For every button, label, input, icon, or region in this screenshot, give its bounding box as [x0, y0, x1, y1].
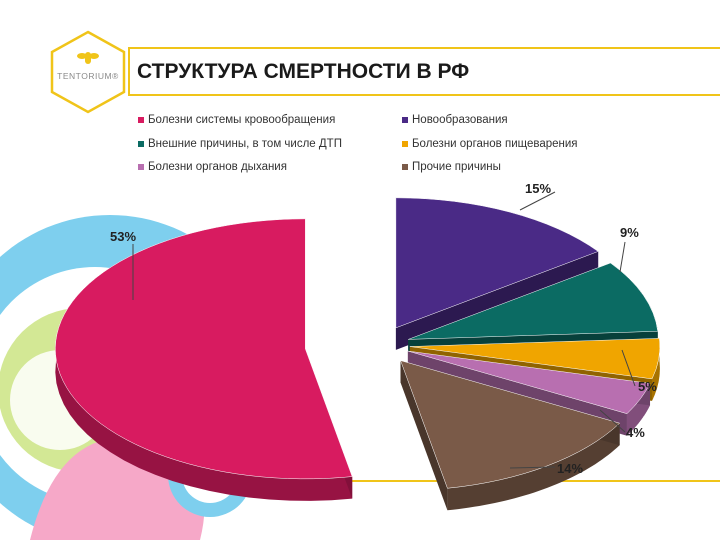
- data-label-neoplasms: 15%: [525, 181, 552, 196]
- slice-other-side: [447, 423, 620, 511]
- leader-line: [519, 191, 556, 211]
- data-label-digestive: 5%: [638, 379, 657, 394]
- legend-swatch: [138, 117, 144, 123]
- legend-swatch: [138, 164, 144, 170]
- leader-line: [509, 466, 556, 469]
- header-rule-left: [128, 47, 130, 96]
- legend-item: Прочие причины: [402, 161, 501, 173]
- tentorium-logo: [50, 30, 126, 114]
- slice-circulatory: [55, 218, 353, 501]
- slice-neoplasms-top: [395, 197, 599, 329]
- legend-swatch: [138, 141, 144, 147]
- legend-label: Новообразования: [412, 114, 508, 126]
- legend-item: Болезни органов дыхания: [138, 161, 287, 173]
- logo-text: TENTORIUM®: [57, 71, 119, 81]
- header-rule-bottom: [128, 94, 720, 96]
- legend-swatch: [402, 117, 408, 123]
- legend-item: Внешние причины, в том числе ДТП: [138, 138, 342, 150]
- legend-label: Внешние причины, в том числе ДТП: [148, 138, 342, 150]
- legend-swatch: [402, 141, 408, 147]
- data-label-circulatory: 53%: [110, 229, 137, 244]
- legend-label: Болезни системы кровообращения: [148, 114, 336, 126]
- data-label-external: 9%: [620, 225, 639, 240]
- legend-item: Болезни системы кровообращения: [138, 114, 335, 126]
- legend-item: Болезни органов пищеварения: [402, 138, 578, 150]
- leader-line: [599, 409, 626, 433]
- slice-digestive-top: [409, 338, 661, 380]
- header-rule-top: [128, 47, 720, 49]
- legend-label: Болезни органов дыхания: [148, 161, 287, 173]
- slice-other-top: [400, 360, 621, 489]
- slice-circulatory-top: [55, 218, 353, 480]
- slice-external-top: [408, 262, 659, 340]
- leader-line: [621, 349, 636, 387]
- leader-line: [619, 241, 626, 273]
- legend-item: Новообразования: [402, 114, 508, 126]
- legend-label: Прочие причины: [412, 161, 501, 173]
- page-title: СТРУКТУРА СМЕРТНОСТИ В РФ: [137, 60, 470, 83]
- slice-other: [400, 360, 621, 511]
- legend-swatch: [402, 164, 408, 170]
- bee-icon: [77, 52, 99, 64]
- data-label-other: 14%: [557, 461, 584, 476]
- slice-respiratory-top: [407, 350, 651, 414]
- slice-other-wall: [400, 360, 448, 511]
- slice-external: [408, 262, 659, 362]
- legend-label: Болезни органов пищеварения: [412, 138, 578, 150]
- data-label-respiratory: 4%: [626, 425, 645, 440]
